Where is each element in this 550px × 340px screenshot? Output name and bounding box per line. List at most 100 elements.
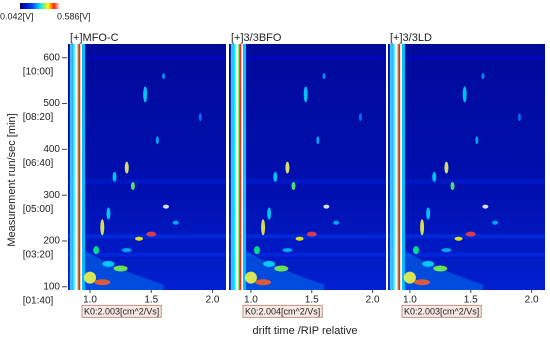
peak <box>263 260 276 267</box>
peak <box>454 236 463 241</box>
y-tick-sublabel: [10:00] <box>23 66 54 77</box>
peak <box>322 73 326 80</box>
peak <box>253 246 260 255</box>
peak <box>146 231 157 237</box>
colorbar <box>20 3 60 9</box>
y-tick-label: 200 <box>43 236 60 247</box>
peak <box>106 207 111 220</box>
x-tick-label: 1.0 <box>244 295 258 306</box>
x-tick-label: 1.0 <box>403 295 417 306</box>
x-tick-label: 1.5 <box>305 295 319 306</box>
peak <box>124 161 129 174</box>
peak <box>273 171 278 182</box>
peak <box>135 236 144 241</box>
peak <box>433 265 448 272</box>
peak <box>162 204 169 209</box>
band <box>388 55 545 60</box>
x-tick-label: 1.5 <box>464 295 478 306</box>
peak <box>303 86 308 103</box>
band <box>229 252 386 257</box>
rip-line <box>235 44 239 290</box>
peak <box>475 136 479 145</box>
y-tick-sublabel: [03:20] <box>23 250 54 261</box>
panel-title: [+]3/3BFO <box>231 32 282 44</box>
peak <box>267 207 272 220</box>
rip-line <box>80 44 83 290</box>
y-tick-label: 500 <box>43 98 60 109</box>
y-tick-label: 400 <box>43 144 60 155</box>
peak <box>403 271 416 284</box>
peak <box>162 73 166 80</box>
y-tick-sublabel: [01:40] <box>23 295 54 306</box>
peak <box>441 248 452 253</box>
peak <box>100 219 105 236</box>
band <box>388 261 545 266</box>
rip-line <box>77 44 80 290</box>
peak <box>112 171 117 182</box>
rip-line <box>233 44 236 290</box>
peak <box>274 265 289 272</box>
y-tick-sublabel: [06:40] <box>23 158 54 169</box>
x-tick-label: 2.0 <box>206 295 220 306</box>
peak <box>113 265 128 272</box>
rip-line <box>230 44 234 290</box>
rip-line <box>238 44 241 290</box>
band <box>68 261 226 266</box>
peak <box>291 182 296 191</box>
band <box>68 252 226 257</box>
panel-title: [+]3/3LD <box>390 32 432 44</box>
rip-line <box>82 44 86 290</box>
rip-line <box>78 44 81 290</box>
peak <box>84 271 97 284</box>
panel: 1.0 1.5 2.0 K0:2.003[cm^2/Vs] <box>68 44 226 318</box>
band <box>388 252 545 257</box>
peak <box>295 236 304 241</box>
peak <box>481 73 485 80</box>
rip-line <box>389 44 393 290</box>
y-tick-sublabel: [08:20] <box>23 112 54 123</box>
y-tick-label: 100 <box>43 281 60 292</box>
y-axis-label: Measurement run/sec [min] <box>6 113 18 246</box>
peak <box>482 204 489 209</box>
rip-line <box>74 44 78 290</box>
peak <box>244 271 257 284</box>
colorbar-min: 0.042[V] <box>0 11 34 21</box>
peak <box>155 136 159 145</box>
peak <box>358 113 362 122</box>
band <box>68 55 226 60</box>
peak <box>450 182 455 191</box>
annotation-box <box>242 304 323 318</box>
peak <box>255 279 272 286</box>
plot-content <box>69 44 202 290</box>
band <box>229 179 386 184</box>
peak <box>285 161 290 174</box>
peak <box>316 136 320 145</box>
panel: 1.0 1.5 2.0 K0:2.003[cm^2/Vs] <box>388 44 545 318</box>
y-tick-sublabel: [05:00] <box>23 204 54 215</box>
band <box>229 55 386 60</box>
peak <box>444 161 449 174</box>
rip-line <box>239 44 242 290</box>
panel-title: [+]MFO-C <box>70 32 119 44</box>
rip-line <box>392 44 395 290</box>
x-tick-label: 2.0 <box>366 295 380 306</box>
peak <box>102 260 115 267</box>
peak <box>172 220 179 225</box>
peak <box>426 207 431 220</box>
y-tick-label: 300 <box>43 190 60 201</box>
peak <box>333 220 340 225</box>
rip-line <box>397 44 400 290</box>
colorbar-max: 0.586[V] <box>57 11 91 21</box>
plot-content <box>389 44 521 290</box>
peak <box>94 279 111 286</box>
x-tick-label: 1.5 <box>144 295 158 306</box>
rip-line <box>401 44 405 290</box>
annotation: K0:2.004[cm^2/Vs] <box>245 306 320 316</box>
plot-content <box>230 44 362 290</box>
rip-line <box>394 44 398 290</box>
rip-line <box>241 44 244 290</box>
annotation-box <box>401 304 482 318</box>
band <box>388 234 545 239</box>
rip-line <box>400 44 403 290</box>
